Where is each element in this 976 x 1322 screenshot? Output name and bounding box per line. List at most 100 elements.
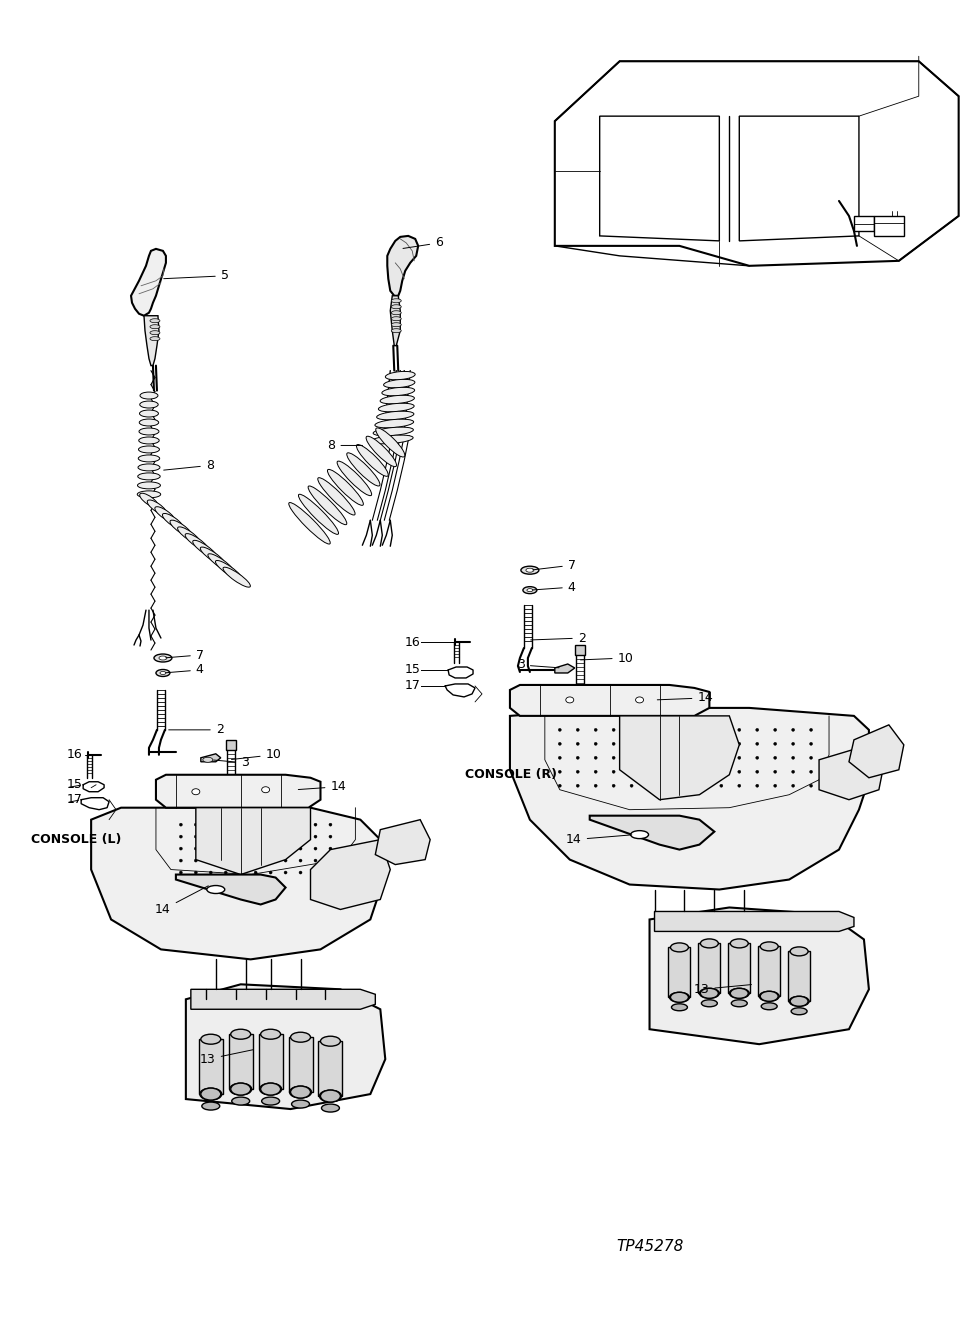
Circle shape <box>755 743 758 746</box>
Polygon shape <box>509 685 710 717</box>
Circle shape <box>224 871 227 874</box>
Polygon shape <box>590 816 714 850</box>
Polygon shape <box>758 947 780 997</box>
Ellipse shape <box>138 473 160 480</box>
Circle shape <box>792 728 794 731</box>
Ellipse shape <box>373 427 414 436</box>
Ellipse shape <box>185 534 209 551</box>
Ellipse shape <box>150 337 160 341</box>
Text: 3: 3 <box>214 756 249 769</box>
Circle shape <box>194 871 197 874</box>
Text: 8: 8 <box>327 439 362 452</box>
Polygon shape <box>191 989 376 1009</box>
Polygon shape <box>289 1038 312 1092</box>
Circle shape <box>792 771 794 773</box>
Ellipse shape <box>526 568 534 572</box>
Ellipse shape <box>792 1007 807 1015</box>
Polygon shape <box>199 1039 223 1095</box>
Circle shape <box>224 847 227 850</box>
Circle shape <box>684 728 687 731</box>
Circle shape <box>284 836 287 838</box>
Text: 8: 8 <box>164 459 214 472</box>
Ellipse shape <box>386 371 415 379</box>
Polygon shape <box>156 775 320 808</box>
Polygon shape <box>131 249 166 316</box>
Text: 15: 15 <box>404 664 421 677</box>
Circle shape <box>209 871 213 874</box>
Ellipse shape <box>346 453 380 486</box>
Circle shape <box>209 824 213 826</box>
Text: CONSOLE (L): CONSOLE (L) <box>31 833 122 846</box>
Circle shape <box>576 743 579 746</box>
Circle shape <box>224 859 227 862</box>
Circle shape <box>314 824 317 826</box>
Text: CONSOLE (R): CONSOLE (R) <box>466 768 557 781</box>
Ellipse shape <box>379 403 414 412</box>
Circle shape <box>809 771 813 773</box>
Text: 13: 13 <box>694 982 752 995</box>
Circle shape <box>180 859 183 862</box>
Circle shape <box>612 728 615 731</box>
Circle shape <box>239 847 242 850</box>
Circle shape <box>612 743 615 746</box>
Ellipse shape <box>527 588 533 592</box>
Ellipse shape <box>154 654 172 662</box>
Text: 16: 16 <box>66 748 82 761</box>
Circle shape <box>630 771 633 773</box>
Polygon shape <box>225 740 236 750</box>
Polygon shape <box>819 744 884 800</box>
Ellipse shape <box>730 939 749 948</box>
Polygon shape <box>554 664 575 673</box>
Circle shape <box>194 836 197 838</box>
Ellipse shape <box>319 1091 342 1103</box>
Ellipse shape <box>337 461 372 496</box>
Circle shape <box>809 756 813 759</box>
Ellipse shape <box>202 1103 220 1110</box>
Circle shape <box>702 784 705 787</box>
Ellipse shape <box>730 989 749 998</box>
Polygon shape <box>318 1042 343 1096</box>
Circle shape <box>576 784 579 787</box>
Polygon shape <box>789 952 810 1001</box>
Circle shape <box>648 771 651 773</box>
Circle shape <box>299 859 302 862</box>
Circle shape <box>755 728 758 731</box>
Polygon shape <box>739 116 859 241</box>
Ellipse shape <box>702 999 717 1007</box>
Polygon shape <box>196 808 310 875</box>
Ellipse shape <box>178 527 200 543</box>
Ellipse shape <box>192 789 200 795</box>
Polygon shape <box>669 948 690 997</box>
Polygon shape <box>849 724 904 777</box>
Circle shape <box>809 743 813 746</box>
Circle shape <box>809 728 813 731</box>
Ellipse shape <box>207 886 224 894</box>
Circle shape <box>254 836 257 838</box>
Ellipse shape <box>138 490 161 498</box>
Circle shape <box>612 771 615 773</box>
Circle shape <box>630 728 633 731</box>
Ellipse shape <box>138 464 160 471</box>
Circle shape <box>299 824 302 826</box>
Ellipse shape <box>159 656 167 660</box>
Ellipse shape <box>630 830 648 838</box>
Polygon shape <box>176 875 286 904</box>
Ellipse shape <box>216 561 242 580</box>
Circle shape <box>702 771 705 773</box>
Text: 7: 7 <box>166 649 204 661</box>
Ellipse shape <box>391 317 401 321</box>
Circle shape <box>329 824 332 826</box>
Polygon shape <box>575 645 585 654</box>
Ellipse shape <box>790 997 809 1006</box>
Circle shape <box>269 836 272 838</box>
Ellipse shape <box>366 436 396 467</box>
Polygon shape <box>655 911 854 932</box>
Circle shape <box>558 756 561 759</box>
Ellipse shape <box>391 329 401 333</box>
Ellipse shape <box>140 410 158 416</box>
Circle shape <box>194 824 197 826</box>
Polygon shape <box>376 820 430 865</box>
Circle shape <box>720 756 723 759</box>
Circle shape <box>239 836 242 838</box>
Circle shape <box>180 824 183 826</box>
